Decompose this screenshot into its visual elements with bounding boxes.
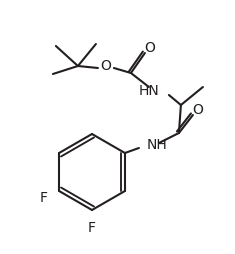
Text: O: O [101,59,111,73]
Text: F: F [88,221,96,235]
Text: NH: NH [147,138,168,152]
Text: F: F [40,190,48,204]
Text: HN: HN [138,84,159,98]
Text: O: O [145,41,155,55]
Text: O: O [192,103,203,117]
